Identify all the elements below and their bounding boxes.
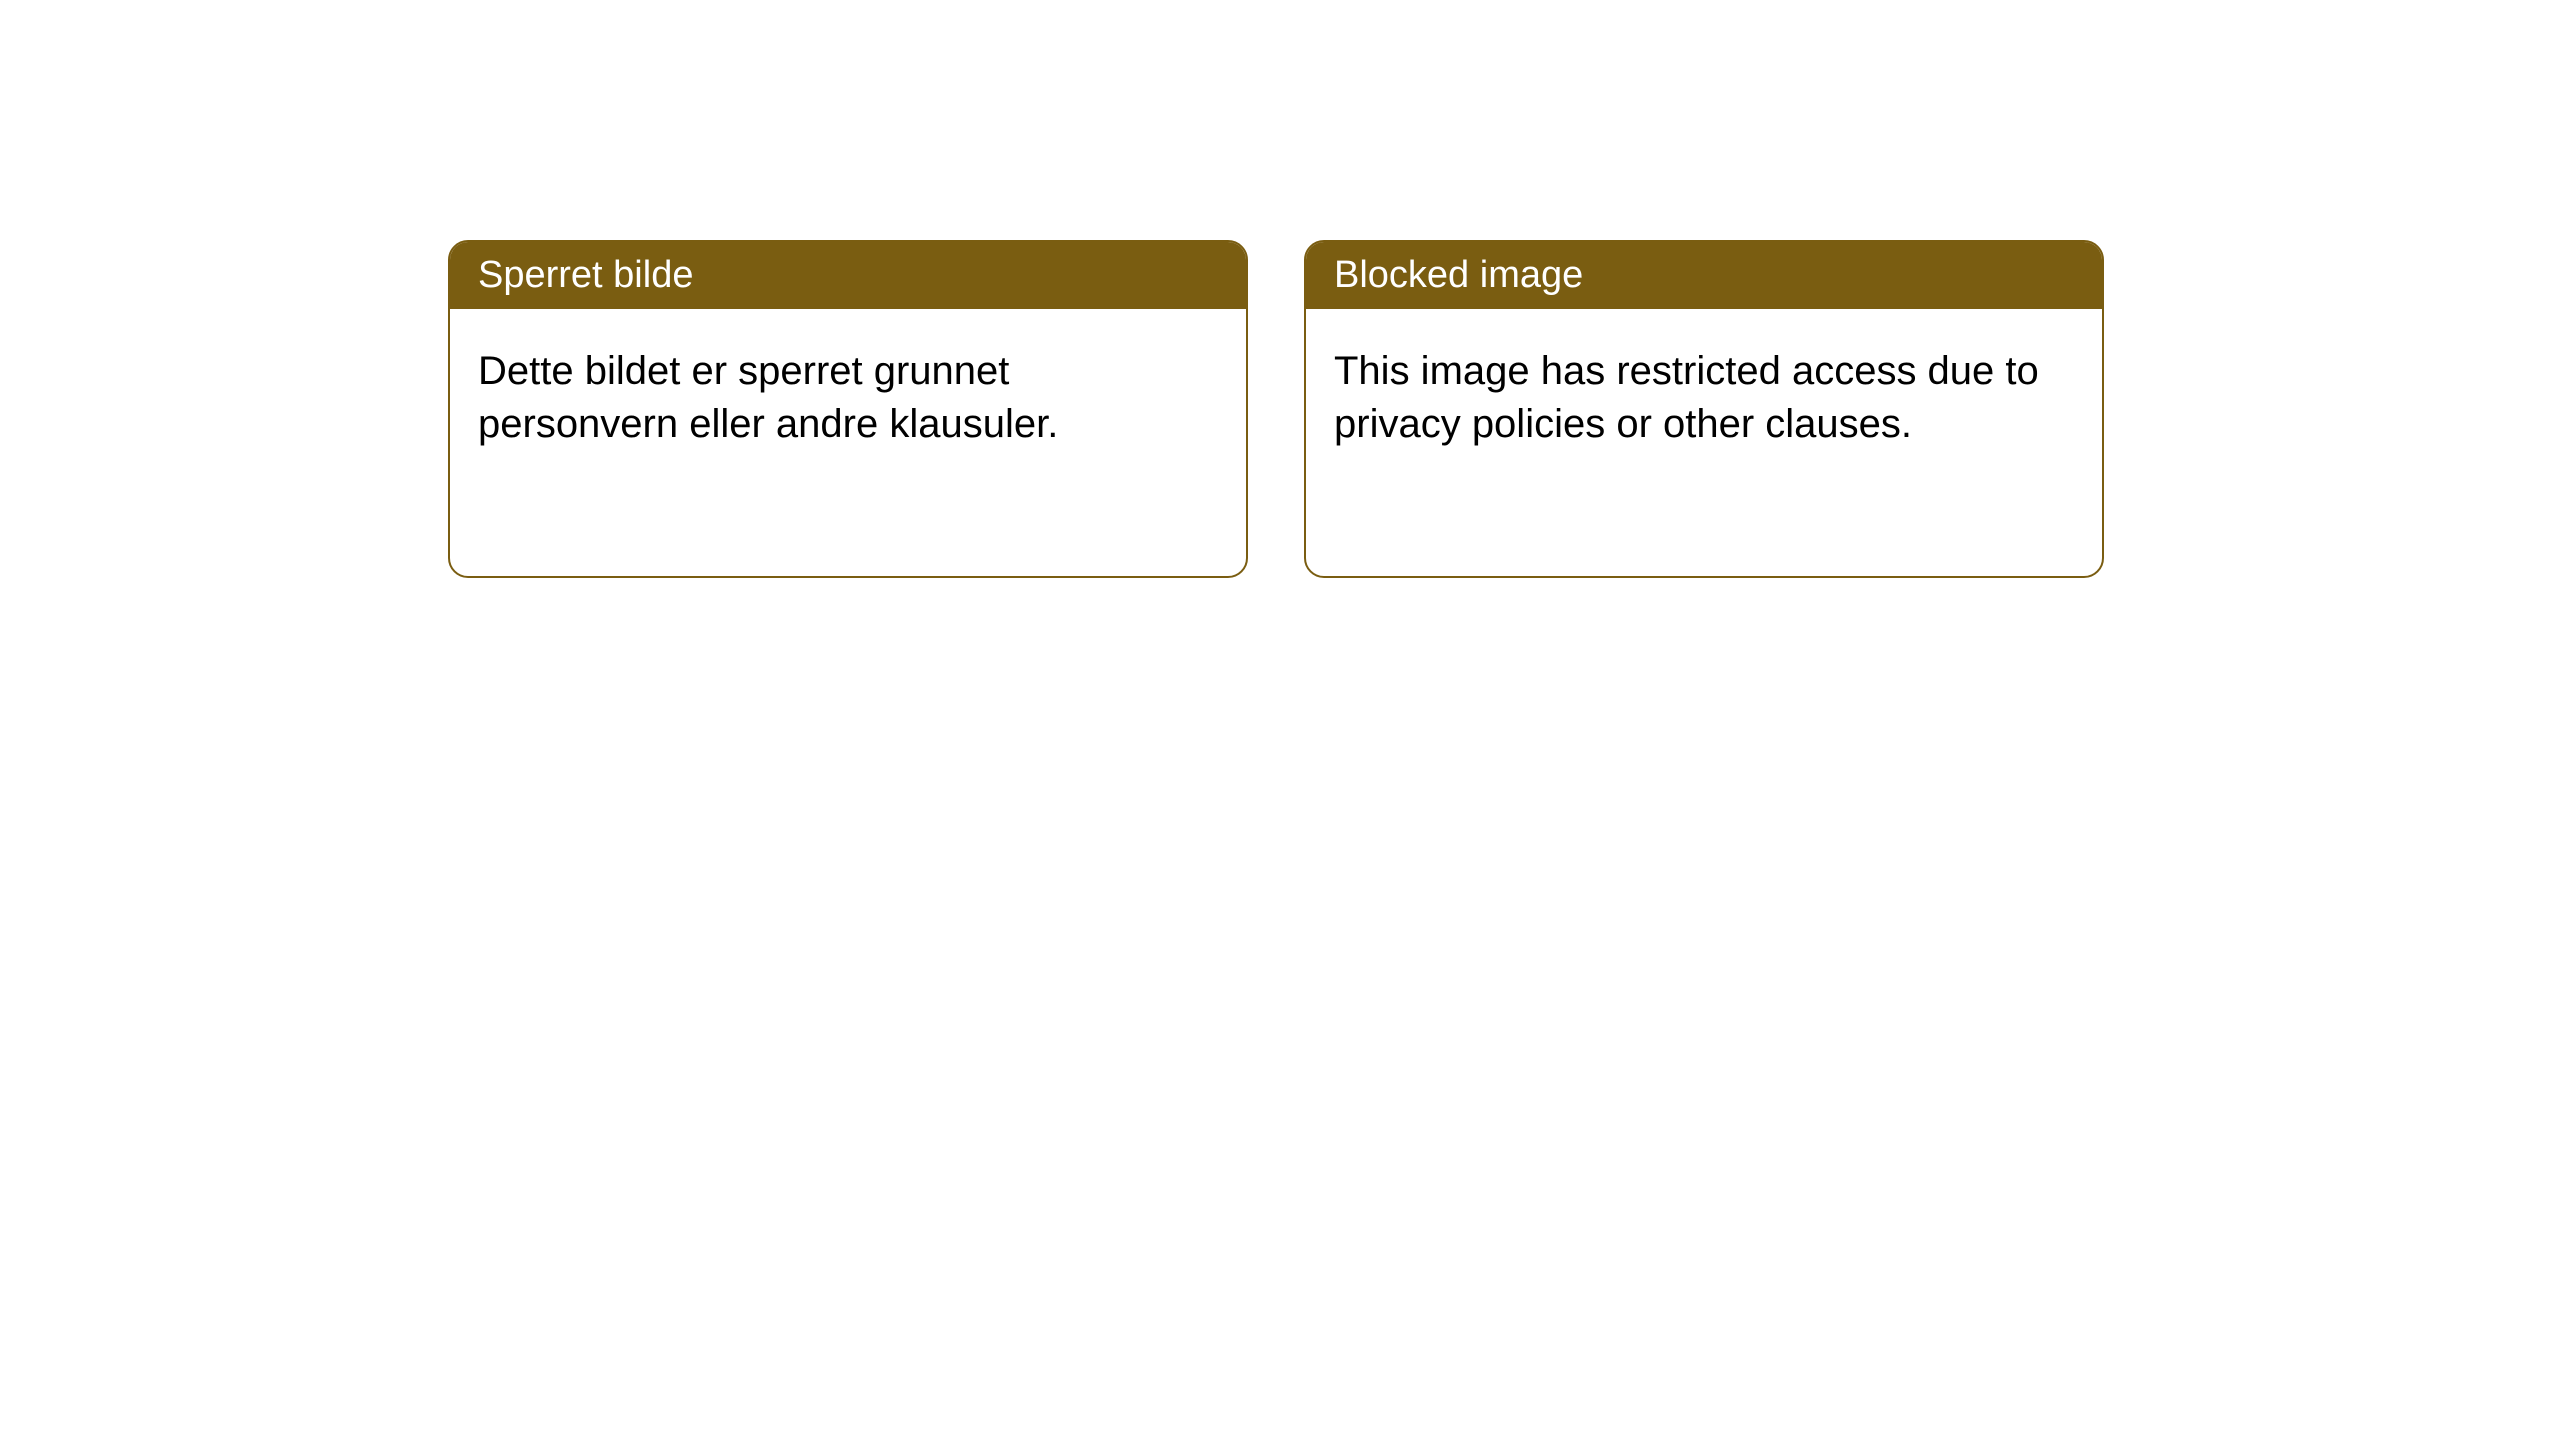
- card-body: This image has restricted access due to …: [1306, 309, 2102, 487]
- card-title: Blocked image: [1334, 254, 1583, 296]
- notice-cards-container: Sperret bilde Dette bildet er sperret gr…: [0, 0, 2560, 578]
- notice-card-norwegian: Sperret bilde Dette bildet er sperret gr…: [448, 240, 1248, 578]
- card-header: Sperret bilde: [450, 242, 1246, 309]
- card-body: Dette bildet er sperret grunnet personve…: [450, 309, 1246, 487]
- card-header: Blocked image: [1306, 242, 2102, 309]
- card-body-text: This image has restricted access due to …: [1334, 349, 2039, 446]
- card-title: Sperret bilde: [478, 254, 693, 296]
- card-body-text: Dette bildet er sperret grunnet personve…: [478, 349, 1058, 446]
- notice-card-english: Blocked image This image has restricted …: [1304, 240, 2104, 578]
